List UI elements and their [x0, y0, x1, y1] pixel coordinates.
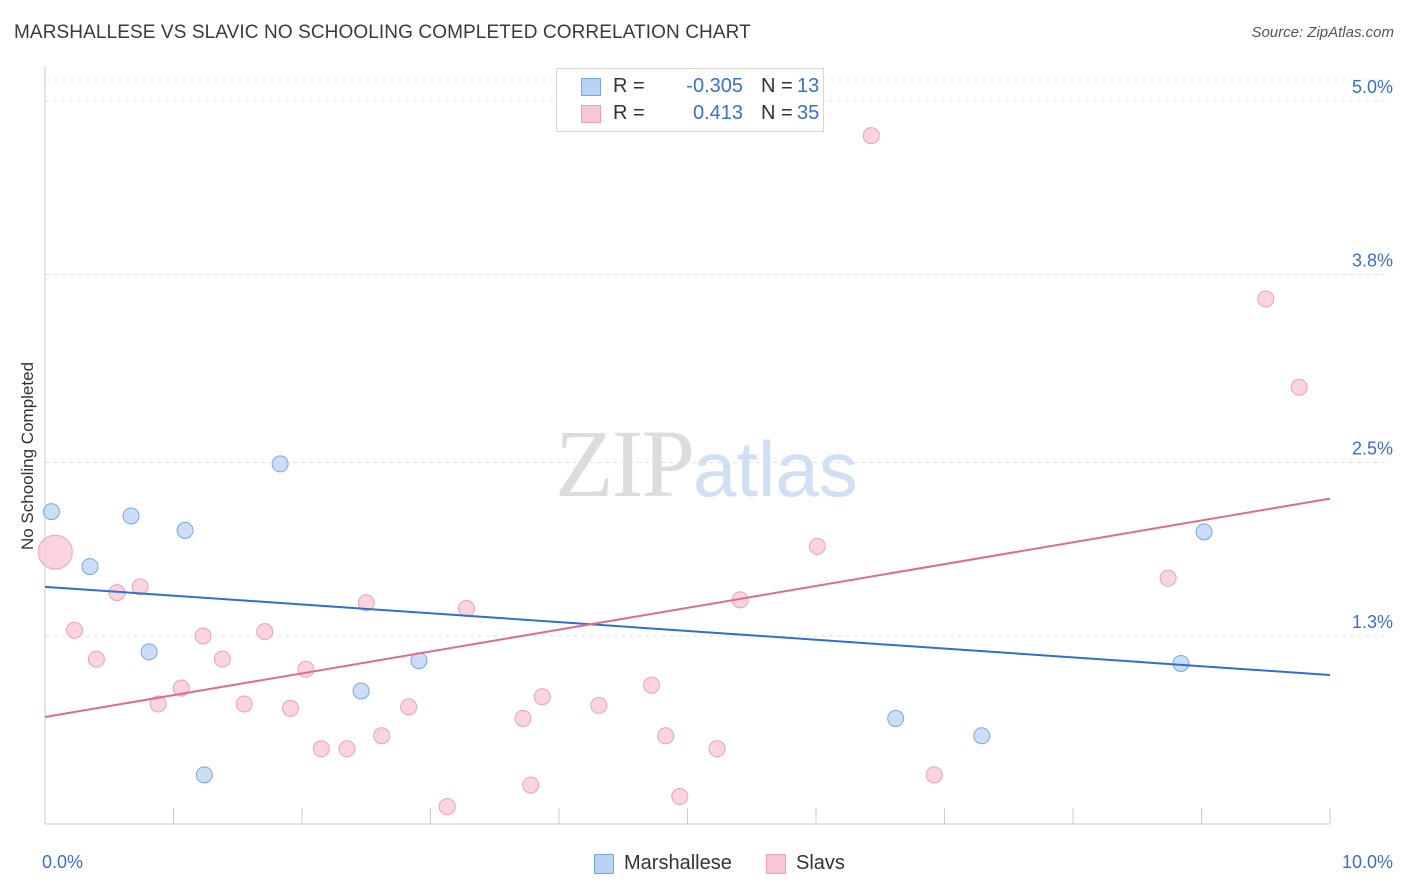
- stats-legend: R = -0.305 N = 13 R = 0.413 N = 35: [556, 68, 824, 132]
- slavs-point: [87, 650, 105, 668]
- slavs-point: [657, 727, 675, 745]
- marshallese-swatch: [581, 78, 601, 96]
- slavs-point: [533, 688, 551, 706]
- marshallese-point: [42, 503, 60, 521]
- slavs-point: [514, 709, 532, 727]
- slavs-point: [1290, 378, 1308, 396]
- slavs-point: [149, 695, 167, 713]
- slavs-point: [37, 534, 73, 570]
- source-label: Source: ZipAtlas.com: [1251, 24, 1394, 41]
- slavs-point: [643, 676, 661, 694]
- slavs-point: [671, 788, 689, 806]
- y-axis-label: No Schooling Completed: [18, 361, 37, 551]
- marshallese-legend-label: Marshallese: [624, 852, 732, 874]
- slavs-point: [235, 695, 253, 713]
- slavs-legend-label: Slavs: [796, 852, 845, 874]
- marshallese-point: [122, 507, 140, 525]
- marshallese-point: [352, 682, 370, 700]
- slavs-point: [400, 698, 418, 716]
- x-tick-label: 10.0%: [1342, 852, 1393, 872]
- legend-r-label: R =: [613, 75, 645, 97]
- slavs-point: [925, 766, 943, 784]
- slavs-point: [66, 621, 84, 639]
- slavs-trend-line: [44, 497, 1331, 718]
- legend-n-value: 35: [797, 102, 820, 124]
- marshallese-point: [271, 455, 289, 473]
- slavs-point: [457, 600, 475, 618]
- slavs-point: [281, 699, 299, 717]
- slavs-point: [297, 660, 315, 678]
- y-tick-label: 3.8%: [1352, 250, 1393, 270]
- marshallese-point: [140, 643, 158, 661]
- y-tick-label: 5.0%: [1352, 77, 1393, 97]
- slavs-point: [373, 727, 391, 745]
- x-tick-label: 0.0%: [42, 852, 83, 872]
- slavs-point: [1159, 569, 1177, 587]
- slavs-swatch: [581, 105, 601, 123]
- y-tick-label: 2.5%: [1352, 438, 1393, 458]
- slavs-point: [131, 578, 149, 596]
- marshallese-point: [176, 521, 194, 539]
- slavs-point: [862, 127, 880, 145]
- slavs-point: [338, 740, 356, 758]
- legend-r-value: 0.413: [692, 102, 743, 124]
- slavs-point: [708, 740, 726, 758]
- marshallese-point: [973, 727, 991, 745]
- slavs-point: [357, 594, 375, 612]
- y-tick-label: 1.3%: [1352, 612, 1393, 632]
- marshallese-point: [195, 766, 213, 784]
- watermark-zip: ZIP: [555, 410, 695, 517]
- marshallese-legend-swatch: [594, 854, 614, 874]
- marshallese-trend-line: [44, 585, 1331, 677]
- legend-r-value: -0.305: [686, 75, 743, 97]
- slavs-point: [522, 776, 540, 794]
- slavs-point: [808, 537, 826, 555]
- legend-r-label: R =: [613, 102, 645, 124]
- slavs-point: [256, 623, 274, 641]
- marshallese-point: [887, 709, 905, 727]
- slavs-point: [312, 740, 330, 758]
- watermark: ZIPatlas: [555, 408, 858, 519]
- slavs-legend-swatch: [766, 854, 786, 874]
- slavs-point: [438, 798, 456, 816]
- marshallese-point: [81, 558, 99, 576]
- marshallese-point: [1195, 523, 1213, 541]
- slavs-point: [172, 679, 190, 697]
- chart-title: MARSHALLESE VS SLAVIC NO SCHOOLING COMPL…: [14, 22, 751, 43]
- legend-n-label: N =: [761, 75, 793, 97]
- slavs-point: [1257, 290, 1275, 308]
- legend-n-value: 13: [797, 75, 820, 97]
- slavs-point: [213, 650, 231, 668]
- slavs-point: [194, 627, 212, 645]
- watermark-atlas: atlas: [693, 425, 858, 513]
- slavs-point: [590, 696, 608, 714]
- legend-n-label: N =: [761, 102, 793, 124]
